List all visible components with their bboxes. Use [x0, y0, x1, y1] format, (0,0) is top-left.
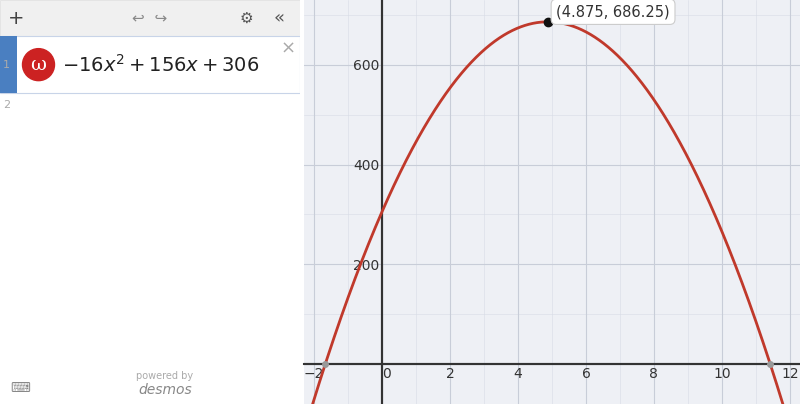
Text: 2: 2 — [3, 100, 10, 110]
Bar — [0, 36, 300, 93]
Text: ω: ω — [30, 56, 46, 74]
Text: $-16x^2 + 156x + 306$: $-16x^2 + 156x + 306$ — [62, 54, 260, 76]
Text: ⌨: ⌨ — [10, 381, 30, 395]
Text: ⚙: ⚙ — [239, 11, 253, 26]
Text: ↩  ↪: ↩ ↪ — [132, 11, 168, 26]
Text: +: + — [8, 8, 24, 28]
Text: «: « — [274, 9, 285, 27]
Circle shape — [22, 48, 54, 81]
Text: 1: 1 — [3, 60, 10, 69]
Bar — [0, 36, 17, 93]
Text: desmos: desmos — [138, 383, 192, 397]
Text: powered by: powered by — [137, 371, 194, 381]
Bar — [0, 0, 300, 36]
Text: ×: × — [281, 39, 295, 57]
Text: (4.875, 686.25): (4.875, 686.25) — [556, 4, 670, 19]
